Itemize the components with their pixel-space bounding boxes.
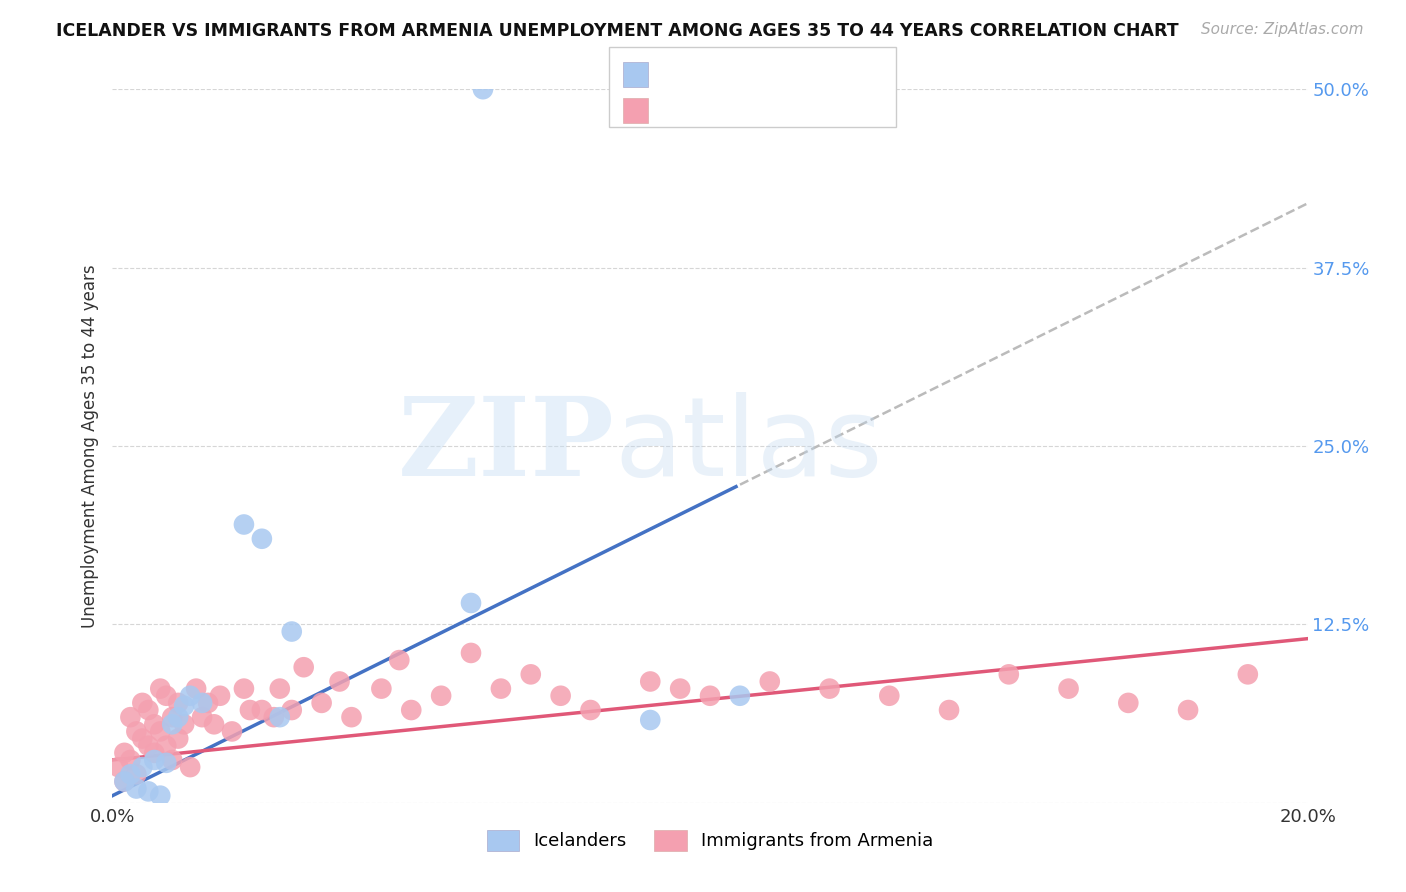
- Point: [370, 681, 392, 696]
- Point: [401, 703, 423, 717]
- Point: [167, 731, 190, 746]
- Point: [179, 689, 201, 703]
- Point: [202, 717, 225, 731]
- Point: [329, 674, 352, 689]
- Point: [143, 746, 166, 760]
- Point: [138, 739, 160, 753]
- Point: [233, 681, 256, 696]
- Point: [155, 756, 177, 770]
- Point: [114, 746, 135, 760]
- Point: [138, 784, 160, 798]
- Point: [520, 667, 543, 681]
- Point: [579, 703, 602, 717]
- Text: R =: R =: [657, 60, 699, 78]
- Point: [1057, 681, 1080, 696]
- Text: 0.300: 0.300: [700, 60, 761, 78]
- Point: [879, 689, 901, 703]
- Point: [162, 753, 183, 767]
- Point: [489, 681, 512, 696]
- Text: 60: 60: [804, 95, 831, 114]
- Point: [167, 710, 190, 724]
- Point: [131, 760, 153, 774]
- Point: [640, 674, 662, 689]
- Point: [114, 774, 135, 789]
- Point: [125, 767, 148, 781]
- Point: [281, 703, 304, 717]
- Point: [281, 624, 304, 639]
- Point: [998, 667, 1021, 681]
- Point: [221, 724, 243, 739]
- Point: [669, 681, 692, 696]
- Point: [938, 703, 960, 717]
- Point: [120, 767, 142, 781]
- Text: atlas: atlas: [614, 392, 883, 500]
- Point: [1237, 667, 1260, 681]
- Legend: Icelanders, Immigrants from Armenia: Icelanders, Immigrants from Armenia: [479, 822, 941, 858]
- Point: [818, 681, 841, 696]
- Point: [114, 774, 135, 789]
- Point: [167, 696, 190, 710]
- Text: ZIP: ZIP: [398, 392, 614, 500]
- Text: N =: N =: [762, 95, 806, 114]
- Point: [125, 724, 148, 739]
- Point: [162, 710, 183, 724]
- Point: [155, 739, 177, 753]
- Point: [728, 689, 751, 703]
- Text: N =: N =: [762, 60, 806, 78]
- Point: [120, 710, 142, 724]
- Point: [269, 710, 291, 724]
- Point: [430, 689, 453, 703]
- Point: [107, 760, 129, 774]
- Point: [173, 698, 195, 713]
- Point: [550, 689, 572, 703]
- Point: [311, 696, 333, 710]
- Point: [250, 532, 273, 546]
- Text: Source: ZipAtlas.com: Source: ZipAtlas.com: [1201, 22, 1364, 37]
- Text: 0.263: 0.263: [700, 95, 762, 114]
- Point: [162, 717, 183, 731]
- Point: [149, 789, 172, 803]
- Point: [138, 703, 160, 717]
- Point: [1177, 703, 1199, 717]
- Point: [209, 689, 232, 703]
- Point: [460, 596, 482, 610]
- Text: 21: 21: [804, 60, 831, 78]
- Text: ICELANDER VS IMMIGRANTS FROM ARMENIA UNEMPLOYMENT AMONG AGES 35 TO 44 YEARS CORR: ICELANDER VS IMMIGRANTS FROM ARMENIA UNE…: [56, 22, 1178, 40]
- Point: [292, 660, 315, 674]
- Point: [699, 689, 721, 703]
- Point: [149, 724, 172, 739]
- Point: [131, 731, 153, 746]
- Point: [388, 653, 411, 667]
- Point: [239, 703, 262, 717]
- Point: [191, 696, 214, 710]
- Point: [143, 753, 166, 767]
- Point: [186, 681, 208, 696]
- Point: [263, 710, 285, 724]
- Point: [191, 710, 214, 724]
- Point: [125, 781, 148, 796]
- Point: [1118, 696, 1140, 710]
- Point: [179, 760, 201, 774]
- Point: [149, 681, 172, 696]
- Y-axis label: Unemployment Among Ages 35 to 44 years: Unemployment Among Ages 35 to 44 years: [80, 264, 98, 628]
- Point: [131, 696, 153, 710]
- Point: [233, 517, 256, 532]
- Text: R =: R =: [657, 95, 699, 114]
- Point: [460, 646, 482, 660]
- Point: [269, 681, 291, 696]
- Point: [759, 674, 782, 689]
- Point: [197, 696, 219, 710]
- Point: [155, 689, 177, 703]
- Point: [143, 717, 166, 731]
- Point: [472, 82, 495, 96]
- Point: [640, 713, 662, 727]
- Point: [340, 710, 363, 724]
- Point: [250, 703, 273, 717]
- Point: [120, 753, 142, 767]
- Point: [173, 717, 195, 731]
